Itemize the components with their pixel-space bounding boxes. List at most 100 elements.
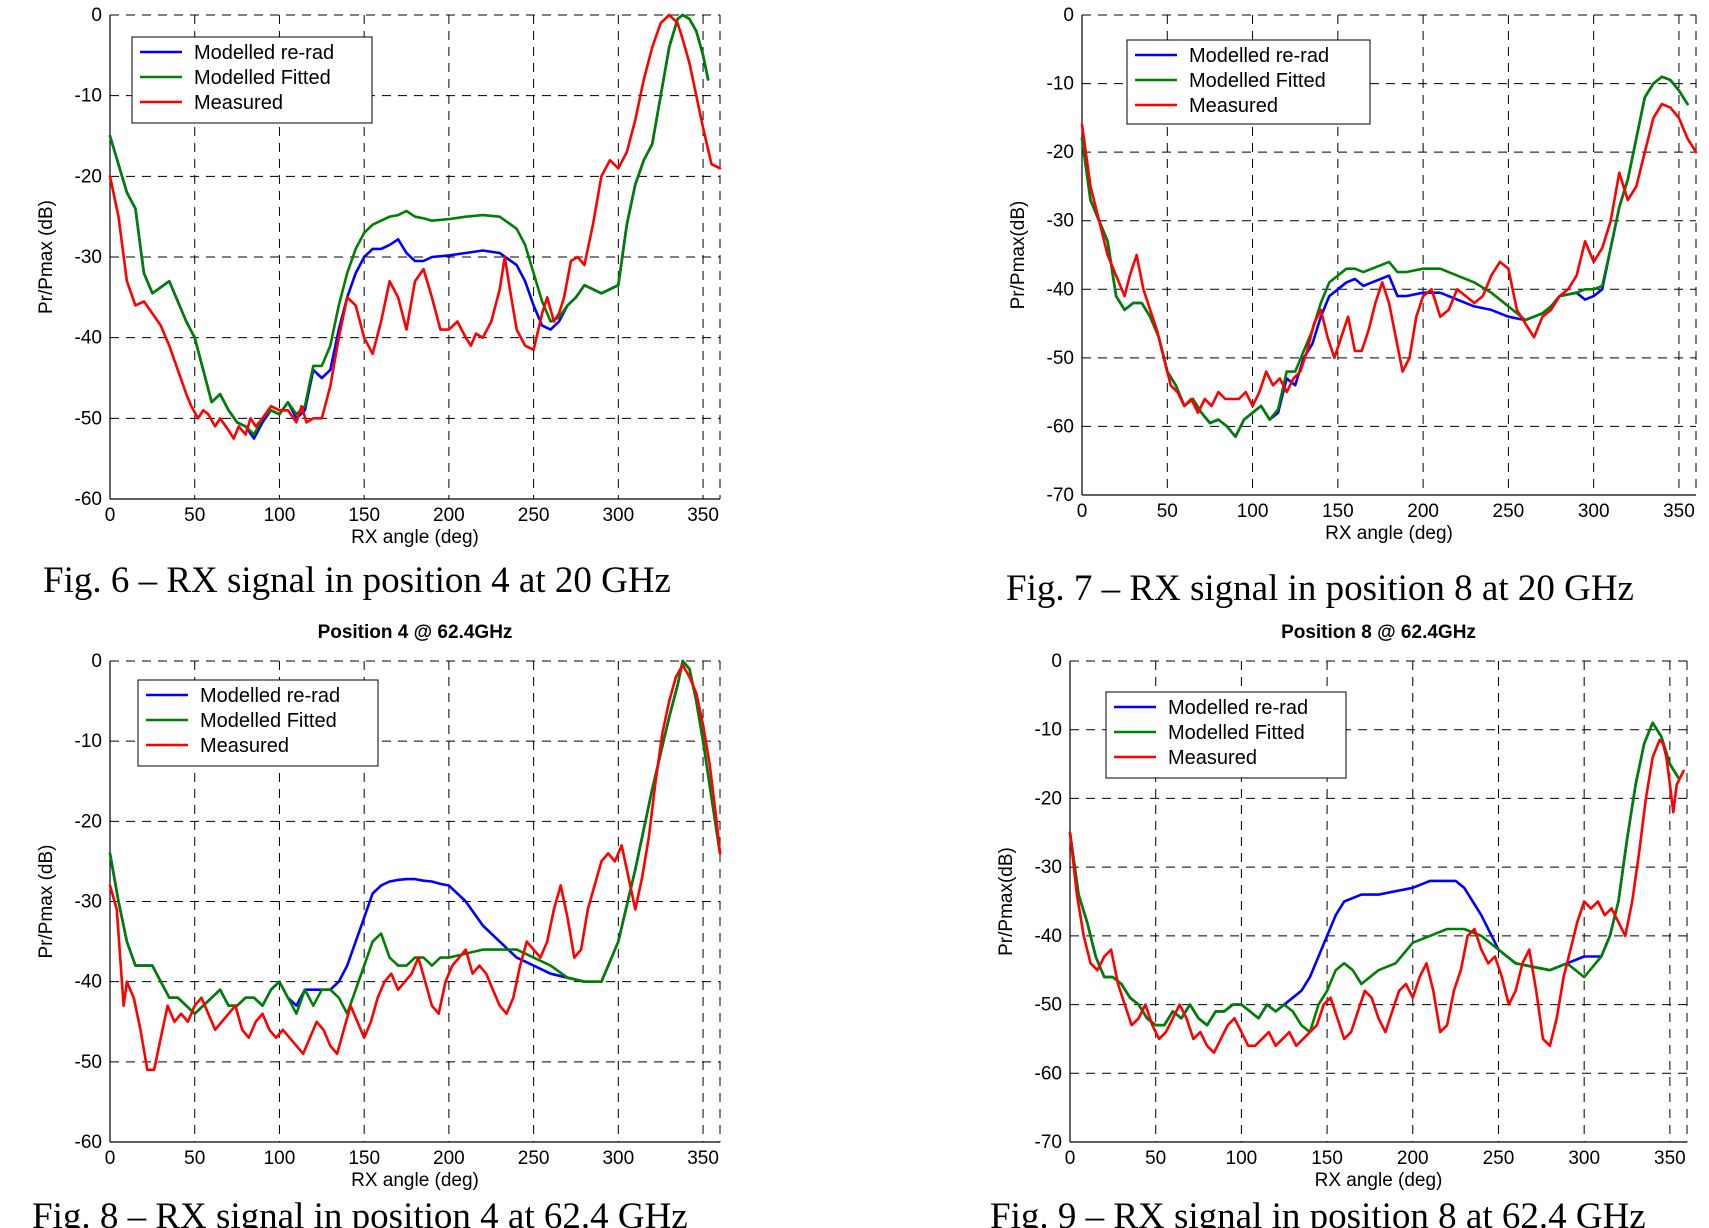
series-line-measured bbox=[1080, 102, 1698, 415]
y-tick-label: -30 bbox=[1047, 211, 1074, 232]
x-tick-label: 150 bbox=[1322, 501, 1354, 522]
x-tick-label: 200 bbox=[1397, 1148, 1429, 1169]
x-tick-label: 0 bbox=[105, 1148, 116, 1169]
y-tick-label: -50 bbox=[1035, 995, 1062, 1016]
x-tick-label: 300 bbox=[602, 1148, 634, 1169]
x-tick-label: 50 bbox=[184, 505, 205, 526]
y-tick-label: -20 bbox=[75, 811, 102, 832]
figure-caption: Fig. 6 – RX signal in position 4 at 20 G… bbox=[43, 560, 671, 601]
x-tick-label: 0 bbox=[1065, 1148, 1076, 1169]
x-tick-label: 250 bbox=[518, 505, 550, 526]
y-tick-label: -20 bbox=[1035, 788, 1062, 809]
y-tick-label: -60 bbox=[1047, 416, 1074, 437]
x-tick-label: 150 bbox=[348, 1148, 380, 1169]
legend-entry: Modelled re-rad bbox=[1189, 45, 1329, 67]
legend-entry: Modelled Fitted bbox=[194, 67, 331, 89]
x-tick-label: 0 bbox=[105, 505, 116, 526]
x-tick-label: 250 bbox=[1493, 501, 1525, 522]
series-line-measured bbox=[108, 663, 722, 1072]
x-tick-label: 150 bbox=[348, 505, 380, 526]
y-tick-label: 0 bbox=[1051, 651, 1062, 672]
series-line-modelled-fitted bbox=[108, 13, 710, 436]
chart-fig8: 0 50 100 150 200 250 300 350 0 -10 -20 -30 -40 -50 -60… bbox=[32, 622, 722, 1228]
y-tick-label: -70 bbox=[1047, 485, 1074, 506]
x-tick-label: 0 bbox=[1077, 501, 1088, 522]
x-tick-label: 150 bbox=[1311, 1148, 1343, 1169]
figure-caption: Fig. 7 – RX signal in position 8 at 20 G… bbox=[1006, 568, 1634, 609]
x-tick-label: 200 bbox=[433, 1148, 465, 1169]
series-line-measured bbox=[1068, 738, 1685, 1054]
legend: Modelled re-rad Modelled Fitted Measured bbox=[1126, 39, 1371, 125]
chart-fig9: 0 50 100 150 200 250 300 350 0 -10 -20 -30 -40 -50 -60… bbox=[990, 622, 1688, 1228]
x-tick-label: 350 bbox=[687, 1148, 719, 1169]
y-tick-label: -10 bbox=[1035, 720, 1062, 741]
legend: Modelled re-rad Modelled Fitted Measured bbox=[131, 36, 373, 124]
x-tick-label: 200 bbox=[433, 505, 465, 526]
legend-entry: Measured bbox=[1189, 95, 1278, 117]
x-tick-label: 300 bbox=[1568, 1148, 1600, 1169]
legend-entry: Measured bbox=[200, 735, 289, 757]
x-tick-label: 350 bbox=[1663, 501, 1695, 522]
series-line-measured bbox=[108, 13, 722, 440]
y-tick-label: -60 bbox=[75, 1132, 102, 1153]
x-axis-label: RX angle (deg) bbox=[351, 527, 479, 548]
legend-entry: Modelled Fitted bbox=[1168, 722, 1305, 744]
series-line-modelled-fitted bbox=[1080, 75, 1689, 439]
y-tick-label: -40 bbox=[1047, 279, 1074, 300]
y-axis-label: Pr/Pmax (dB) bbox=[36, 200, 57, 314]
y-tick-label: -10 bbox=[75, 731, 102, 752]
chart-fig7: 0 50 100 150 200 250 300 350 0 -10 -20 -30 -40 -50 -60… bbox=[1006, 5, 1698, 609]
figure-caption: Fig. 8 – RX signal in position 4 at 62.4… bbox=[32, 1196, 688, 1228]
y-tick-label: -10 bbox=[75, 86, 102, 107]
plot-title: Position 8 @ 62.4GHz bbox=[1281, 622, 1476, 643]
x-tick-label: 300 bbox=[602, 505, 634, 526]
plot-title: Position 4 @ 62.4GHz bbox=[318, 622, 513, 643]
y-tick-label: -30 bbox=[1035, 857, 1062, 878]
x-axis-label: RX angle (deg) bbox=[351, 1170, 479, 1191]
legend-entry: Modelled re-rad bbox=[194, 42, 334, 64]
x-tick-label: 350 bbox=[687, 505, 719, 526]
x-tick-label: 100 bbox=[1237, 501, 1269, 522]
legend-entry: Modelled re-rad bbox=[1168, 697, 1308, 719]
y-tick-label: -50 bbox=[1047, 348, 1074, 369]
y-tick-label: -10 bbox=[1047, 74, 1074, 95]
x-tick-label: 100 bbox=[1226, 1148, 1258, 1169]
y-tick-label: -30 bbox=[75, 892, 102, 913]
y-tick-label: -50 bbox=[75, 1052, 102, 1073]
legend: Modelled re-rad Modelled Fitted Measured bbox=[1105, 691, 1347, 779]
x-tick-label: 50 bbox=[184, 1148, 205, 1169]
chart-fig6: 0 50 100 150 200 250 300 350 0 -10 -20 -30 -40 -50 -60… bbox=[36, 5, 722, 601]
x-tick-label: 300 bbox=[1578, 501, 1610, 522]
x-tick-label: 100 bbox=[264, 1148, 296, 1169]
y-tick-label: -20 bbox=[75, 166, 102, 187]
y-tick-label: -20 bbox=[1047, 142, 1074, 163]
x-axis-label: RX angle (deg) bbox=[1315, 1170, 1443, 1191]
y-tick-label: -40 bbox=[75, 328, 102, 349]
y-axis-label: Pr/Pmax (dB) bbox=[36, 844, 57, 958]
legend-entry: Measured bbox=[194, 92, 283, 114]
y-axis-label: Pr/Pmax(dB) bbox=[1008, 201, 1029, 310]
legend-entry: Modelled Fitted bbox=[200, 710, 337, 732]
y-axis-label: Pr/Pmax(dB) bbox=[996, 847, 1017, 956]
y-tick-label: -40 bbox=[75, 972, 102, 993]
x-axis-label: RX angle (deg) bbox=[1325, 523, 1453, 544]
x-tick-label: 100 bbox=[264, 505, 296, 526]
y-tick-label: -60 bbox=[1035, 1063, 1062, 1084]
figure-caption: Fig. 9 – RX signal in position 8 at 62.4… bbox=[990, 1196, 1646, 1228]
series-line-modelled-fitted bbox=[108, 659, 722, 1016]
legend: Modelled re-rad Modelled Fitted Measured bbox=[137, 679, 379, 767]
x-tick-label: 200 bbox=[1407, 501, 1439, 522]
x-tick-label: 250 bbox=[518, 1148, 550, 1169]
x-tick-label: 350 bbox=[1654, 1148, 1686, 1169]
legend-entry: Modelled re-rad bbox=[200, 685, 340, 707]
y-tick-label: -70 bbox=[1035, 1132, 1062, 1153]
y-tick-label: -30 bbox=[75, 247, 102, 268]
legend-entry: Modelled Fitted bbox=[1189, 70, 1326, 92]
y-tick-label: -60 bbox=[75, 489, 102, 510]
y-tick-label: 0 bbox=[1063, 5, 1074, 26]
legend-entry: Measured bbox=[1168, 747, 1257, 769]
y-tick-label: -50 bbox=[75, 408, 102, 429]
x-tick-label: 50 bbox=[1145, 1148, 1166, 1169]
y-tick-label: 0 bbox=[91, 651, 102, 672]
